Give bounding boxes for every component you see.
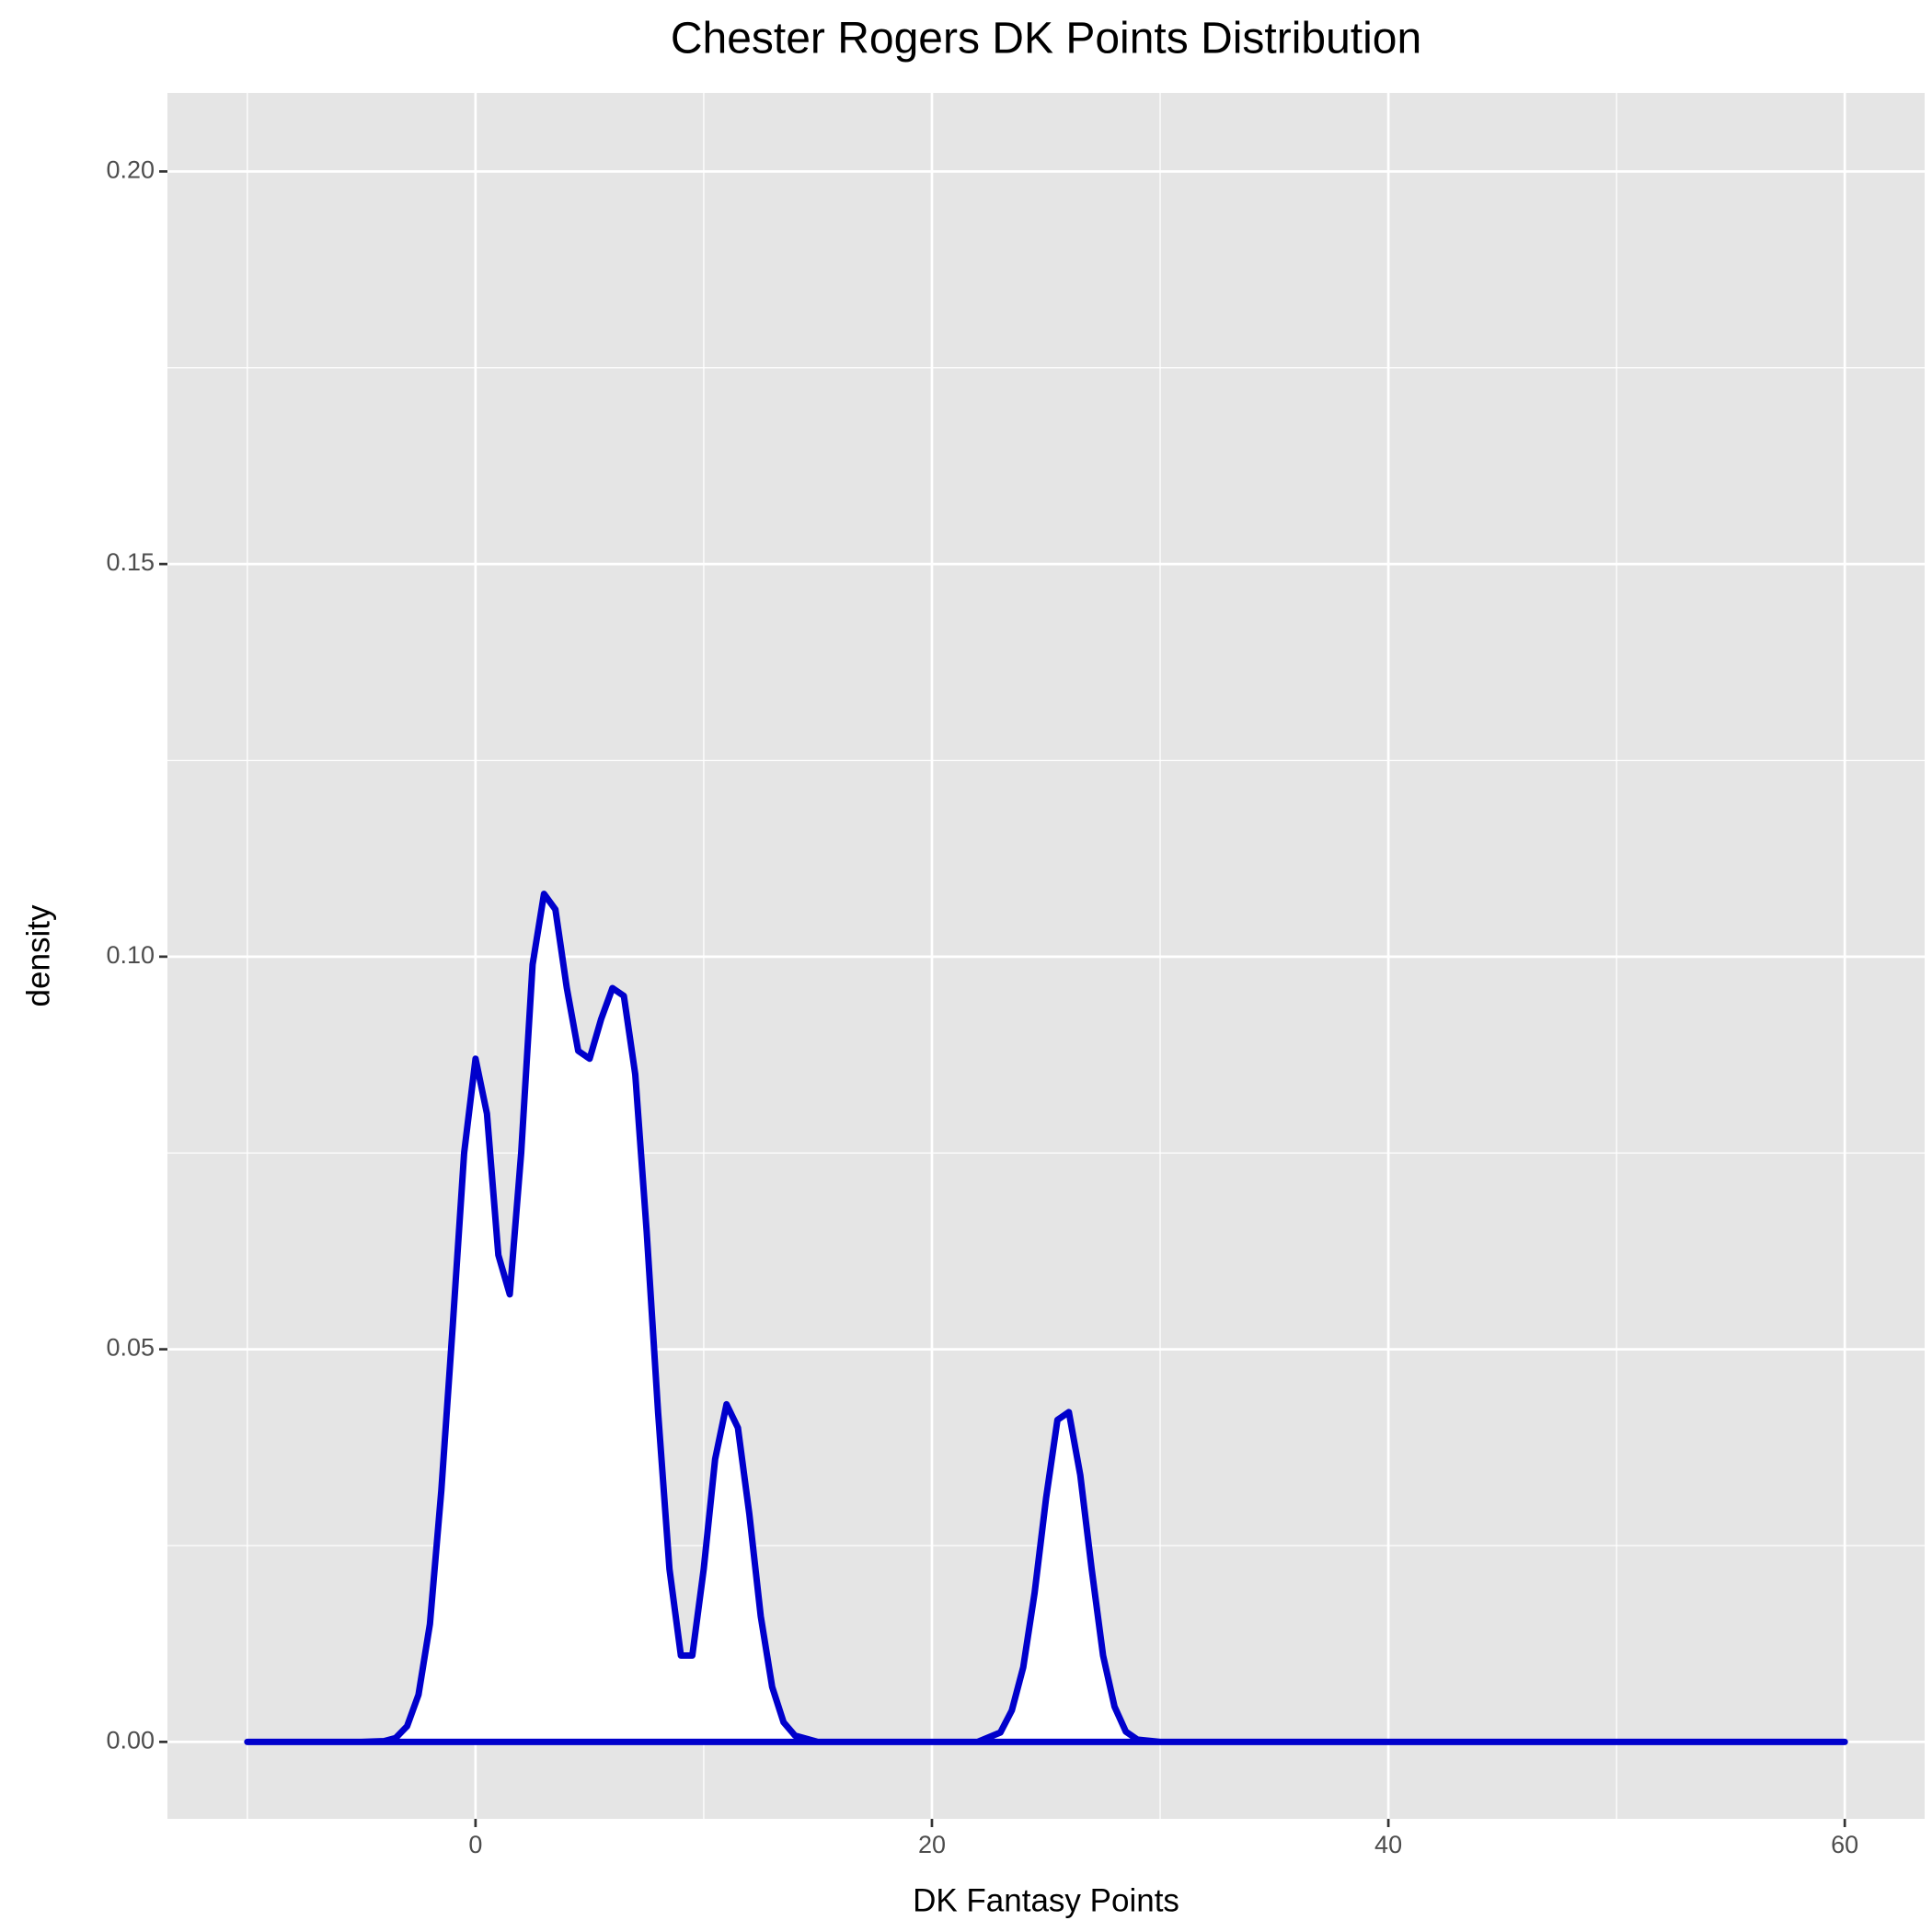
density-area <box>247 893 1846 1742</box>
x-tick-label: 20 <box>918 1831 946 1858</box>
density-line <box>244 891 1848 1745</box>
y-tick-label: 0.05 <box>106 1334 155 1362</box>
x-tick-label: 40 <box>1374 1831 1402 1858</box>
x-axis-title: DK Fantasy Points <box>913 1882 1179 1918</box>
y-tick-label: 0.00 <box>106 1726 155 1754</box>
x-tick-label: 0 <box>468 1831 482 1858</box>
chart-title: Chester Rogers DK Points Distribution <box>671 15 1421 63</box>
x-tick-label: 60 <box>1831 1831 1858 1858</box>
y-axis-title: density <box>20 904 56 1006</box>
y-tick-label: 0.20 <box>106 155 155 183</box>
y-tick-label: 0.15 <box>106 548 155 576</box>
y-tick-label: 0.10 <box>106 941 155 969</box>
